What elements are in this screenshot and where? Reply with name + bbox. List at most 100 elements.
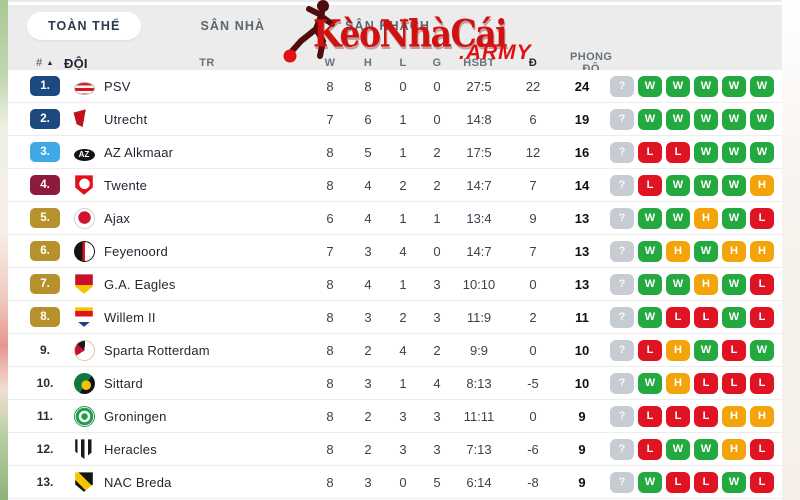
brand-logo[interactable]: KèoNhàCái .ARMY [283,0,553,74]
form-badge-w[interactable]: W [694,174,718,196]
form-badge-l[interactable]: L [722,372,746,394]
form-badge-w[interactable]: W [722,141,746,163]
form-badge-unknown[interactable]: ? [610,75,634,97]
form-badge-unknown[interactable]: ? [610,273,634,295]
form-badge-unknown[interactable]: ? [610,240,634,262]
table-row-twente[interactable]: 4. Twente 8 4 2 2 14:7 7 14? L W W W H [8,169,782,202]
form-badge-h[interactable]: H [750,405,774,427]
form-badge-w[interactable]: W [694,108,718,130]
diff-cell: -5 [527,375,539,391]
form-badge-unknown[interactable]: ? [610,438,634,460]
form-badge-h[interactable]: H [694,273,718,295]
form-badge-h[interactable]: H [666,339,690,361]
form-badge-l[interactable]: L [750,306,774,328]
form-badge-w[interactable]: W [722,306,746,328]
form-badge-w[interactable]: W [666,108,690,130]
form-badge-l[interactable]: L [694,372,718,394]
form-badge-l[interactable]: L [750,372,774,394]
form-badge-l[interactable]: L [722,339,746,361]
tab-san-khach[interactable]: SÂN KHÁCH [345,19,431,33]
table-row-willem-ii[interactable]: 8. Willem II 8 3 2 3 11:9 2 11? W L L W L [8,301,782,334]
table-row-ajax[interactable]: 5. Ajax 6 4 1 1 13:4 9 13? W W H W L [8,202,782,235]
form-badge-l[interactable]: L [666,471,690,493]
form-badge-w[interactable]: W [638,240,662,262]
form-badge-l[interactable]: L [694,471,718,493]
form-badge-l[interactable]: L [694,306,718,328]
form-badge-h[interactable]: H [666,372,690,394]
form-badge-w[interactable]: W [750,141,774,163]
form-badge-w[interactable]: W [722,207,746,229]
form-badge-l[interactable]: L [638,339,662,361]
form-badge-w[interactable]: W [666,174,690,196]
form-badge-unknown[interactable]: ? [610,372,634,394]
table-row-sittard[interactable]: 10. Sittard 8 3 1 4 8:13 -5 10? W H L L L [8,367,782,400]
form-badge-w[interactable]: W [722,108,746,130]
form-badge-w[interactable]: W [638,306,662,328]
form-badge-h[interactable]: H [666,240,690,262]
table-row-az-alkmaar[interactable]: 3. AZ AZ Alkmaar 8 5 1 2 17:5 12 16? L L W W W [8,136,782,169]
form-badge-w[interactable]: W [722,471,746,493]
table-row-g-a-eagles[interactable]: 7. G.A. Eagles 8 4 1 3 10:10 0 13? W W H W L [8,268,782,301]
table-row-nac-breda[interactable]: 13. NAC Breda 8 3 0 5 6:14 -8 9? W L L W L [8,466,782,499]
form-badge-l[interactable]: L [694,405,718,427]
form-badge-h[interactable]: H [750,240,774,262]
form-badge-l[interactable]: L [750,471,774,493]
form-badge-unknown[interactable]: ? [610,405,634,427]
table-row-heracles[interactable]: 12. Heracles 8 2 3 3 7:13 -6 9? L W W H L [8,433,782,466]
form-badge-w[interactable]: W [666,438,690,460]
form-badge-l[interactable]: L [666,405,690,427]
form-badge-unknown[interactable]: ? [610,108,634,130]
form-badge-w[interactable]: W [722,75,746,97]
form-badge-w[interactable]: W [666,273,690,295]
header-cell-pos[interactable]: # ▲ [26,57,64,69]
crest-cell [64,439,104,460]
form-badge-l[interactable]: L [638,141,662,163]
form-badge-w[interactable]: W [638,108,662,130]
points-cell: 9 [578,408,586,424]
form-badge-l[interactable]: L [750,273,774,295]
form-badge-l[interactable]: L [638,438,662,460]
form-badge-h[interactable]: H [722,438,746,460]
table-row-utrecht[interactable]: 2. Utrecht 7 6 1 0 14:8 6 19? W W W W W [8,103,782,136]
form-badge-l[interactable]: L [666,141,690,163]
form-badge-w[interactable]: W [750,75,774,97]
table-row-feyenoord[interactable]: 6. Feyenoord 7 3 4 0 14:7 7 13? W H W H H [8,235,782,268]
form-badge-w[interactable]: W [666,75,690,97]
form-badge-h[interactable]: H [694,207,718,229]
form-badge-w[interactable]: W [638,273,662,295]
form-badge-w[interactable]: W [722,174,746,196]
form-badge-w[interactable]: W [638,75,662,97]
form-badge-l[interactable]: L [638,174,662,196]
form-badge-l[interactable]: L [750,207,774,229]
table-row-psv[interactable]: 1. PSV 8 8 0 0 27:5 22 24? W W W W W [8,70,782,103]
form-badge-w[interactable]: W [722,273,746,295]
form-badge-h[interactable]: H [750,174,774,196]
form-badge-w[interactable]: W [694,75,718,97]
form-badge-l[interactable]: L [666,306,690,328]
form-badge-w[interactable]: W [694,240,718,262]
form-badge-unknown[interactable]: ? [610,174,634,196]
tab-toan-the[interactable]: TOÀN THỂ [27,12,142,40]
form-badge-unknown[interactable]: ? [610,207,634,229]
form-badge-l[interactable]: L [638,405,662,427]
form-badge-w[interactable]: W [638,471,662,493]
form-badge-l[interactable]: L [750,438,774,460]
tab-san-nha[interactable]: SÂN NHÀ [200,19,266,33]
form-badge-w[interactable]: W [750,108,774,130]
form-badge-w[interactable]: W [638,207,662,229]
form-badge-w[interactable]: W [694,141,718,163]
form-badge-unknown[interactable]: ? [610,339,634,361]
form-badge-h[interactable]: H [722,240,746,262]
footballer-icon [283,0,335,63]
form-badge-w[interactable]: W [694,438,718,460]
form-badge-unknown[interactable]: ? [610,471,634,493]
form-badge-unknown[interactable]: ? [610,306,634,328]
form-badge-w[interactable]: W [694,339,718,361]
form-badge-h[interactable]: H [722,405,746,427]
table-row-groningen[interactable]: 11. Groningen 8 2 3 3 11:11 0 9? L L L H H [8,400,782,433]
form-badge-w[interactable]: W [638,372,662,394]
form-badge-w[interactable]: W [666,207,690,229]
table-row-sparta-rotterdam[interactable]: 9. Sparta Rotterdam 8 2 4 2 9:9 0 10? L H W L W [8,334,782,367]
form-badge-w[interactable]: W [750,339,774,361]
form-badge-unknown[interactable]: ? [610,141,634,163]
